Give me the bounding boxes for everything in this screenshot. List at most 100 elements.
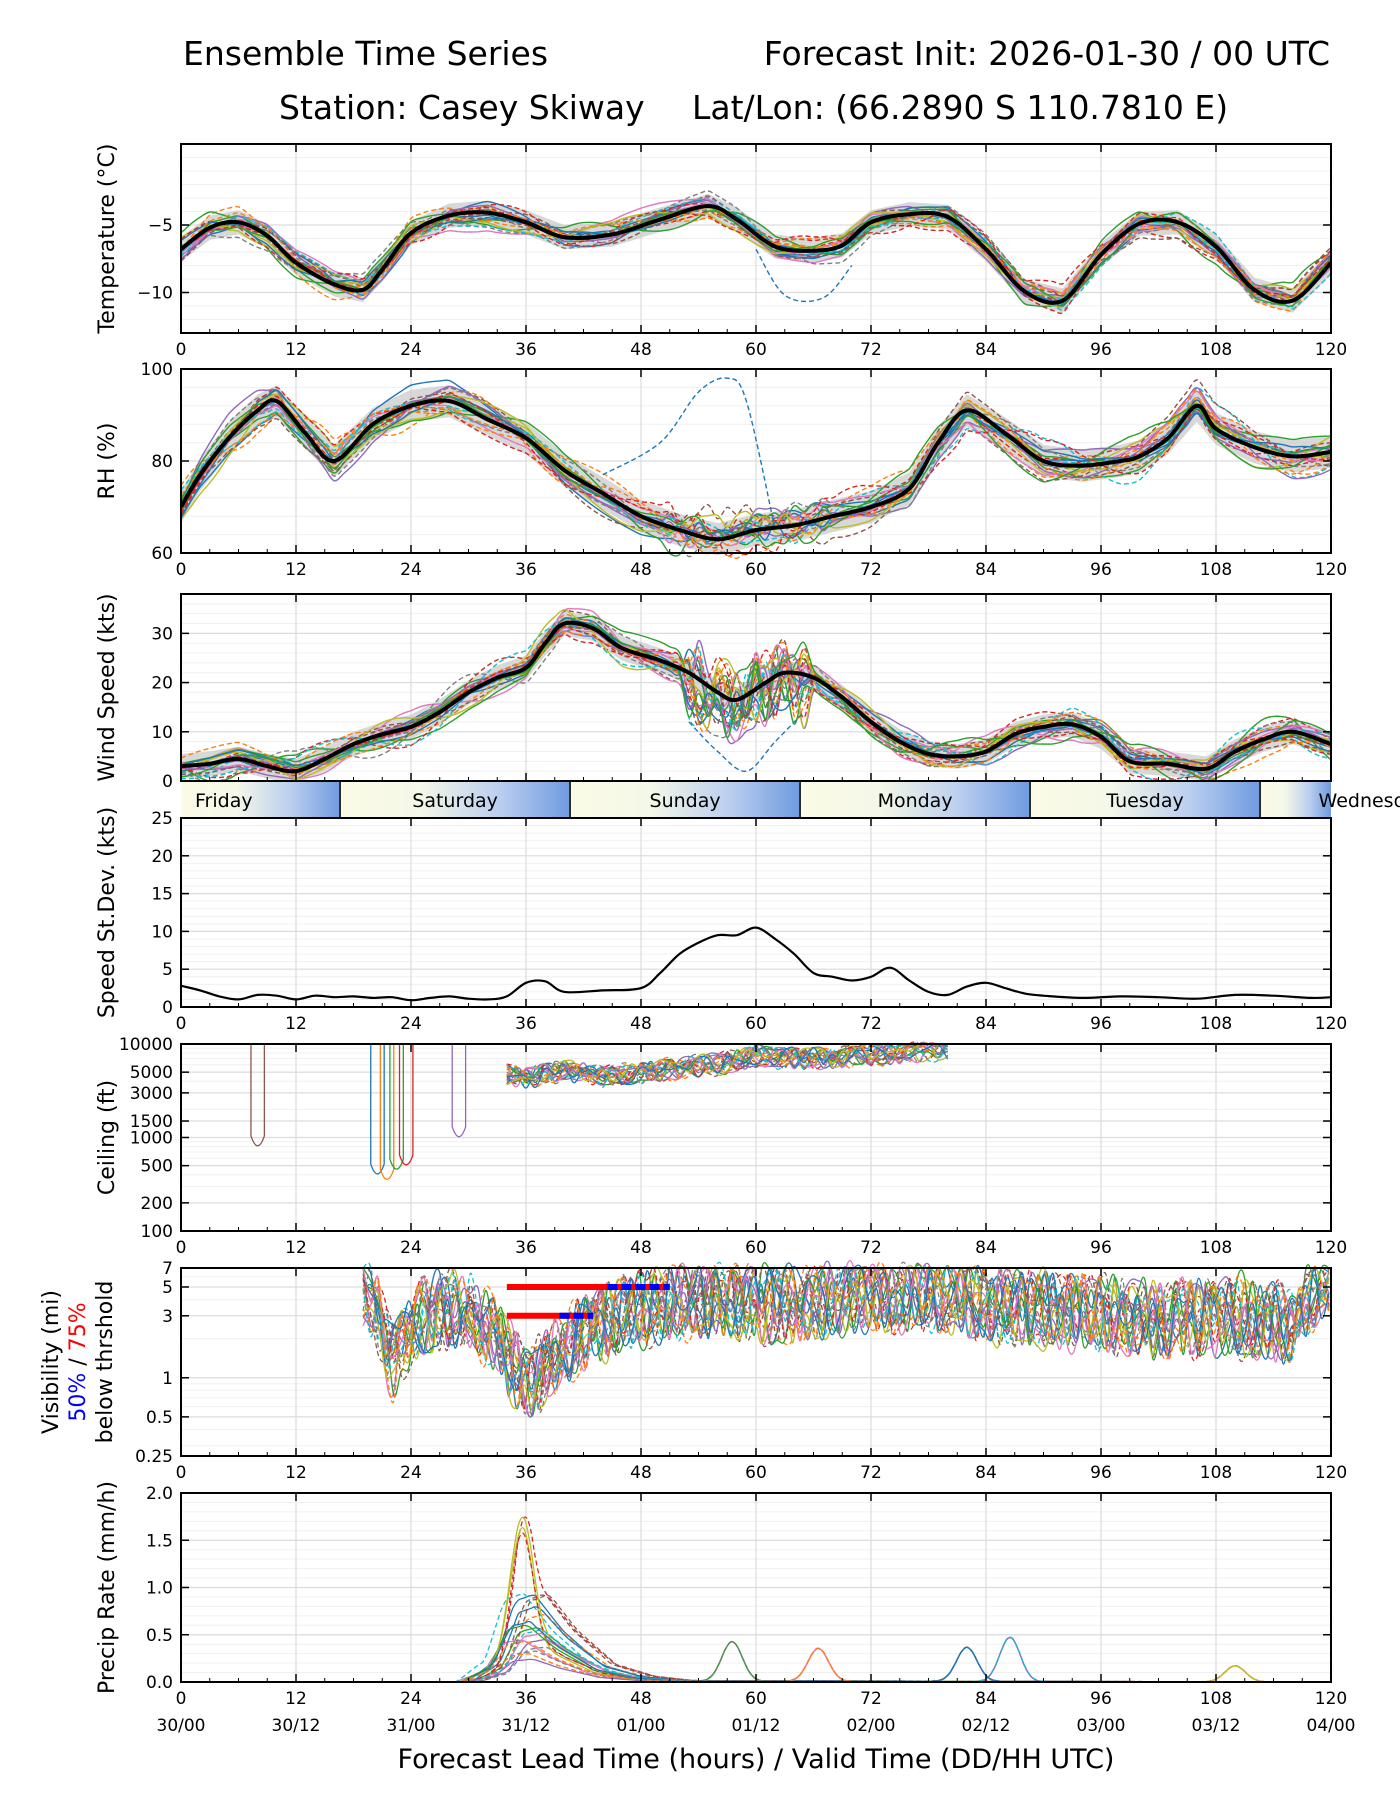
ensemble-member-line (181, 208, 1331, 304)
day-band-segment (570, 782, 801, 817)
ceiling-dip-line (389, 1044, 404, 1170)
x-tick-label: 108 (1200, 1463, 1232, 1483)
ensemble-member-line (362, 1262, 1330, 1391)
ensemble-member-line (181, 190, 1331, 304)
valid-time-label: 03/12 (1192, 1716, 1241, 1736)
y-tick-label: 100 (141, 1222, 173, 1242)
y-tick-label: 0.0 (146, 1673, 173, 1693)
x-tick-label: 72 (860, 1014, 882, 1034)
y-tick-label: 30 (151, 624, 173, 644)
y-tick-label: 3 (162, 1307, 173, 1327)
x-tick-label: 48 (630, 340, 652, 360)
x-tick-label: 0 (176, 560, 187, 580)
y-tick-label: 5 (162, 1278, 173, 1298)
ensemble-member-line (362, 1262, 1330, 1417)
x-tick-label: 24 (400, 1014, 422, 1034)
x-tick-label: 108 (1200, 1689, 1232, 1709)
x-tick-label: 24 (400, 1238, 422, 1258)
panel-ceiling-axes: 0 12 24 36 48 60 72 84 96 108 120 100 200 500 10001500… (95, 1035, 1347, 1258)
x-tick-label: 0 (176, 1689, 187, 1709)
x-tick-label: 36 (515, 1238, 537, 1258)
y-axis-label: RH (%) (95, 423, 120, 500)
y-tick-label: 60 (151, 544, 173, 564)
x-tick-label: 24 (400, 340, 422, 360)
x-tick-label: 60 (745, 1238, 767, 1258)
x-tick-label: 96 (1090, 340, 1112, 360)
ensemble-member-line (181, 204, 1331, 305)
ensemble-member-line (181, 625, 1331, 771)
x-tick-label: 96 (1090, 1238, 1112, 1258)
x-tick-label: 48 (630, 1463, 652, 1483)
ensemble-member-line (362, 1262, 1330, 1406)
y-tick-label: 200 (141, 1194, 173, 1214)
valid-time-label: 31/12 (502, 1716, 551, 1736)
y-tick-label: 5 (162, 960, 173, 980)
y-tick-label: 1500 (130, 1112, 173, 1132)
y-axis-label: Ceiling (ft) (95, 1080, 120, 1195)
valid-time-label: 03/00 (1077, 1716, 1126, 1736)
x-tick-label: 60 (745, 1463, 767, 1483)
x-tick-label: 96 (1090, 1463, 1112, 1483)
y-tick-label: 7 (162, 1259, 173, 1279)
y-axis-label-percentiles: 50% / 75% (66, 1302, 91, 1421)
y-tick-label: 10 (151, 723, 173, 743)
x-tick-label: 0 (176, 1238, 187, 1258)
day-label: Tuesday (1105, 790, 1183, 812)
lat-lon: Lat/Lon: (66.2890 S 110.7810 E) (692, 88, 1229, 127)
y-tick-label: 2.0 (146, 1484, 173, 1504)
x-tick-label: 48 (630, 1689, 652, 1709)
ensemble-member-line (181, 210, 1331, 292)
axes-layer: 0 12 24 36 48 60 72 84 96 108 120−10−5Temperature … (39, 143, 1400, 1775)
day-label: Saturday (412, 790, 498, 812)
x-tick-label: 12 (285, 1014, 307, 1034)
label-75-percent: 75% (66, 1302, 91, 1351)
y-tick-label: 80 (151, 452, 173, 472)
x-tick-label: 24 (400, 560, 422, 580)
x-tick-label: 96 (1090, 560, 1112, 580)
ensemble-outlier-line (755, 248, 853, 303)
x-tick-label: 12 (285, 1238, 307, 1258)
x-tick-label: 108 (1200, 1014, 1232, 1034)
ensemble-member-line (181, 393, 1331, 535)
y-tick-label: 10000 (119, 1035, 173, 1055)
x-tick-label: 96 (1090, 1689, 1112, 1709)
x-tick-label: 108 (1200, 340, 1232, 360)
x-tick-label: 84 (975, 1463, 997, 1483)
y-tick-label: 10 (151, 922, 173, 942)
x-tick-label: 0 (176, 1014, 187, 1034)
x-tick-label: 84 (975, 560, 997, 580)
x-tick-label: 84 (975, 1014, 997, 1034)
ensemble-member-line (181, 395, 1331, 548)
x-tick-label: 120 (1315, 1238, 1347, 1258)
ensemble-member-line (362, 1264, 1330, 1410)
panel-speed_stdev-axes: 0 12 24 36 48 60 72 84 96 108 120 0 5 10 15 20 25 Speed S… (95, 807, 1347, 1034)
y-axis-label-below-threshold: below thrshold (93, 1281, 118, 1444)
y-axis-label: Visibility (mi) (39, 1290, 64, 1434)
day-label: Friday (195, 790, 253, 812)
panel-wind_speed-data (181, 607, 1331, 784)
x-tick-label: 120 (1315, 1014, 1347, 1034)
ensemble-member-line (181, 623, 1331, 782)
spread-band (181, 611, 1331, 784)
panel-wind_speed-axes: 0 10 20 30 Wind Speed (kts) (95, 593, 1332, 792)
x-tick-label: 12 (285, 1463, 307, 1483)
panel-speed_stdev-grid (180, 817, 1332, 1008)
forecast-init: Forecast Init: 2026-01-30 / 00 UTC (763, 34, 1330, 73)
label-50-percent: 50% (66, 1373, 91, 1422)
y-axis-label: Precip Rate (mm/h) (95, 1481, 120, 1694)
figure-title: Ensemble Time Series (183, 34, 549, 73)
x-tick-label: 84 (975, 1238, 997, 1258)
panel-rh-data (181, 377, 1331, 559)
ensemble-member-line (506, 1043, 949, 1081)
valid-time-label: 30/00 (157, 1716, 206, 1736)
ensemble-member-line (506, 1042, 949, 1089)
label-separator: / (66, 1351, 91, 1372)
x-tick-label: 72 (860, 1689, 882, 1709)
x-tick-label: 72 (860, 560, 882, 580)
valid-time-label: 02/12 (962, 1716, 1011, 1736)
day-band-segment (1030, 782, 1261, 817)
valid-time-label: 01/12 (732, 1716, 781, 1736)
y-tick-label: −10 (137, 284, 173, 304)
ensemble-member-line (362, 1261, 1330, 1396)
ceiling-dip-line (370, 1044, 385, 1175)
